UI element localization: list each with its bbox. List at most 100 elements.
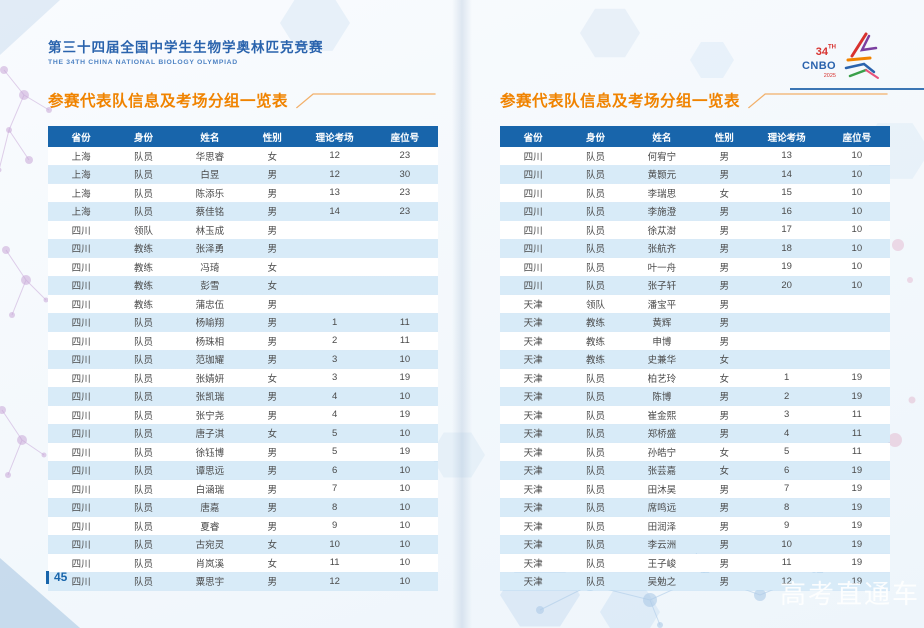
table-cell: 男: [267, 447, 277, 459]
table-cell: 四川: [71, 373, 91, 385]
table-cell: 19: [399, 446, 411, 458]
table-row: 天津 队员 田润泽 男 9 19: [500, 516, 890, 535]
table-cell: 队员: [134, 151, 154, 163]
table-row: 天津 教练 申博 男: [500, 331, 890, 350]
table-cell: 队员: [586, 170, 606, 182]
table-cell: 队员: [134, 558, 154, 570]
table-cell: 柏艺玲: [647, 373, 677, 385]
table-cell: 13: [329, 187, 340, 199]
table-cell: 女: [719, 447, 729, 459]
table-row: 四川 队员 叶一舟 男 19 10: [500, 257, 890, 276]
table-cell: 13: [781, 150, 792, 162]
column-header: 性别: [246, 126, 298, 147]
table-cell: 队员: [134, 207, 154, 219]
table-cell: 范珈耀: [195, 355, 225, 367]
table-cell: 四川: [71, 447, 91, 459]
table-cell: [372, 258, 438, 277]
table-cell: 队员: [586, 447, 606, 459]
table-cell: 女: [267, 558, 277, 570]
table-header-row: 省份 身份 姓名 性别 理论考场 座位号: [48, 126, 438, 147]
table-cell: 女: [719, 466, 729, 478]
table-cell: 领队: [134, 225, 154, 237]
table-row: 四川 教练 蒲忠伍 男: [48, 294, 438, 314]
table-cell: 女: [267, 540, 277, 552]
table-cell: 四川: [71, 429, 91, 441]
table-cell: 队员: [586, 262, 606, 274]
table-cell: 天津: [523, 577, 543, 589]
table-cell: 张航齐: [647, 244, 677, 256]
table-cell: 陈博: [652, 392, 672, 404]
table-cell: 张芸嘉: [647, 466, 677, 478]
table-cell: 5: [783, 446, 790, 458]
table-row: 四川 队员 古宛灵 女 10 10: [48, 535, 438, 554]
table-cell: 12: [329, 168, 340, 180]
table-cell: 教练: [586, 355, 606, 367]
table-cell: 队员: [586, 558, 606, 570]
table-cell: 队员: [134, 503, 154, 515]
table-cell: [372, 221, 438, 240]
table-cell: 徐苁澍: [647, 225, 677, 237]
table-cell: 古宛灵: [195, 540, 225, 552]
table-cell: 7: [783, 483, 790, 495]
table-row: 四川 队员 李施澄 男 16 10: [500, 202, 890, 221]
table-row: 四川 领队 林玉成 男: [48, 220, 438, 240]
table-cell: 教练: [134, 262, 154, 274]
table-cell: 男: [719, 429, 729, 441]
table-row: 四川 队员 夏睿 男 9 10: [48, 516, 438, 535]
table-cell: 队员: [586, 151, 606, 163]
table-cell: [372, 276, 438, 295]
table-row: 上海 队员 白昱 男 12 30: [48, 165, 438, 184]
table-cell: 男: [719, 281, 729, 293]
table-row: 天津 队员 柏艺玲 女 1 19: [500, 368, 890, 387]
table-cell: 上海: [71, 151, 91, 163]
table-cell: 队员: [586, 484, 606, 496]
table-row: 四川 队员 何宥宁 男 13 10: [500, 147, 890, 165]
table-cell: 男: [267, 225, 277, 237]
table-row: 天津 队员 张芸嘉 女 6 19: [500, 461, 890, 480]
table-cell: 队员: [586, 392, 606, 404]
table-cell: 天津: [523, 466, 543, 478]
table-cell: 3: [331, 353, 338, 365]
table-cell: 男: [719, 410, 729, 422]
table-cell: 10: [781, 538, 792, 550]
cnbo-logo-graphic: [844, 32, 879, 79]
table-cell: 教练: [586, 336, 606, 348]
table-cell: 10: [399, 464, 411, 476]
table-cell: 队员: [586, 281, 606, 293]
table-cell: 杨喻翔: [195, 318, 225, 330]
table-cell: 队员: [586, 244, 606, 256]
table-cell: 女: [267, 429, 277, 441]
table-cell: [298, 295, 372, 314]
table-cell: 天津: [523, 447, 543, 459]
table-cell: 四川: [71, 355, 91, 367]
hexagon-decoration: [580, 8, 640, 58]
table-cell: 10: [399, 483, 411, 495]
table-cell: 队员: [586, 207, 606, 219]
table-cell: 队员: [134, 540, 154, 552]
table-cell: 四川: [71, 558, 91, 570]
section-title-right: 参赛代表队信息及考场分组一览表: [500, 89, 890, 111]
table-row: 四川 队员 唐子淇 女 5 10: [48, 424, 438, 443]
table-row: 天津 教练 史兼华 女: [500, 350, 890, 369]
table-cell: 天津: [523, 373, 543, 385]
table-row: 四川 队员 肖岚溪 女 11 10: [48, 553, 438, 572]
table-cell: 四川: [523, 244, 543, 256]
table-cell: 男: [719, 151, 729, 163]
table-cell: 四川: [71, 540, 91, 552]
table-cell: 19: [851, 520, 863, 532]
table-cell: 蒲忠伍: [195, 299, 225, 311]
table-row: 天津 队员 孙皓宁 女 5 11: [500, 442, 890, 461]
table-cell: 田润泽: [647, 521, 677, 533]
table-cell: 3: [783, 409, 790, 421]
table-cell: 郑桥盛: [647, 429, 677, 441]
table-cell: 男: [267, 170, 277, 182]
table-cell: 队员: [134, 170, 154, 182]
table-row: 四川 队员 粟思宇 男 12 10: [48, 572, 438, 591]
table-cell: 男: [719, 558, 729, 570]
table-cell: 陈添乐: [195, 188, 225, 200]
cnbo-logo-text: 34TH CNBO 2025: [802, 42, 836, 79]
table-cell: 黄辉: [652, 318, 672, 330]
table-cell: 男: [719, 392, 729, 404]
table-cell: 队员: [586, 503, 606, 515]
table-cell: 四川: [71, 262, 91, 274]
